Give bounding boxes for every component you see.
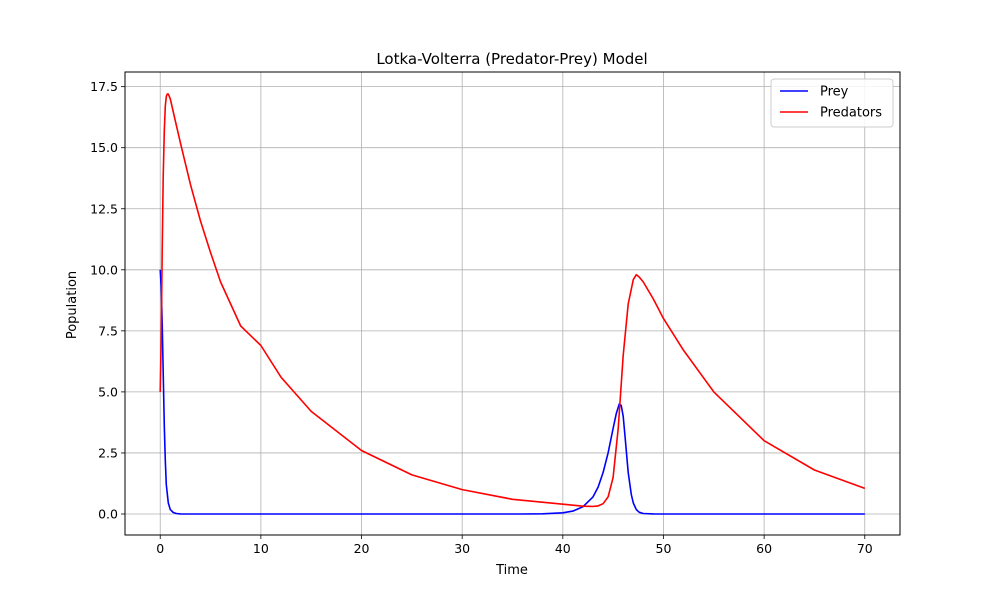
y-tick-label: 2.5 <box>98 445 118 460</box>
x-tick-label: 30 <box>454 541 470 556</box>
x-tick-label: 70 <box>857 541 873 556</box>
x-axis-label: Time <box>495 563 528 578</box>
y-axis: 0.0 2.5 5.0 7.5 10.0 12.5 15.0 17.5 <box>90 79 125 521</box>
legend-entry-label: Prey <box>820 85 849 100</box>
x-tick-label: 50 <box>656 541 672 556</box>
y-tick-label: 10.0 <box>90 262 118 277</box>
y-tick-label: 7.5 <box>98 323 118 338</box>
x-tick-label: 10 <box>253 541 269 556</box>
series-line-predators <box>159 93 866 508</box>
plot-frame <box>124 71 901 536</box>
y-tick-label: 12.5 <box>90 201 118 216</box>
y-tick-label: 0.0 <box>98 506 118 521</box>
series-line-prey <box>159 269 865 515</box>
x-tick-label: 60 <box>756 541 772 556</box>
y-tick-label: 5.0 <box>98 384 118 399</box>
grid <box>125 72 900 535</box>
x-tick-label: 40 <box>555 541 571 556</box>
plot-lines <box>159 93 866 515</box>
x-axis: 0 10 20 30 40 50 60 70 <box>156 535 873 556</box>
y-tick-label: 17.5 <box>90 79 118 94</box>
legend: Prey Predators <box>770 78 894 128</box>
x-tick-label: 20 <box>354 541 370 556</box>
x-tick-label: 0 <box>156 541 164 556</box>
y-axis-label: Population <box>65 271 80 339</box>
y-tick-label: 15.0 <box>90 140 118 155</box>
legend-entry-label: Predators <box>820 106 882 121</box>
chart-title: Lotka-Volterra (Predator-Prey) Model <box>376 50 647 68</box>
